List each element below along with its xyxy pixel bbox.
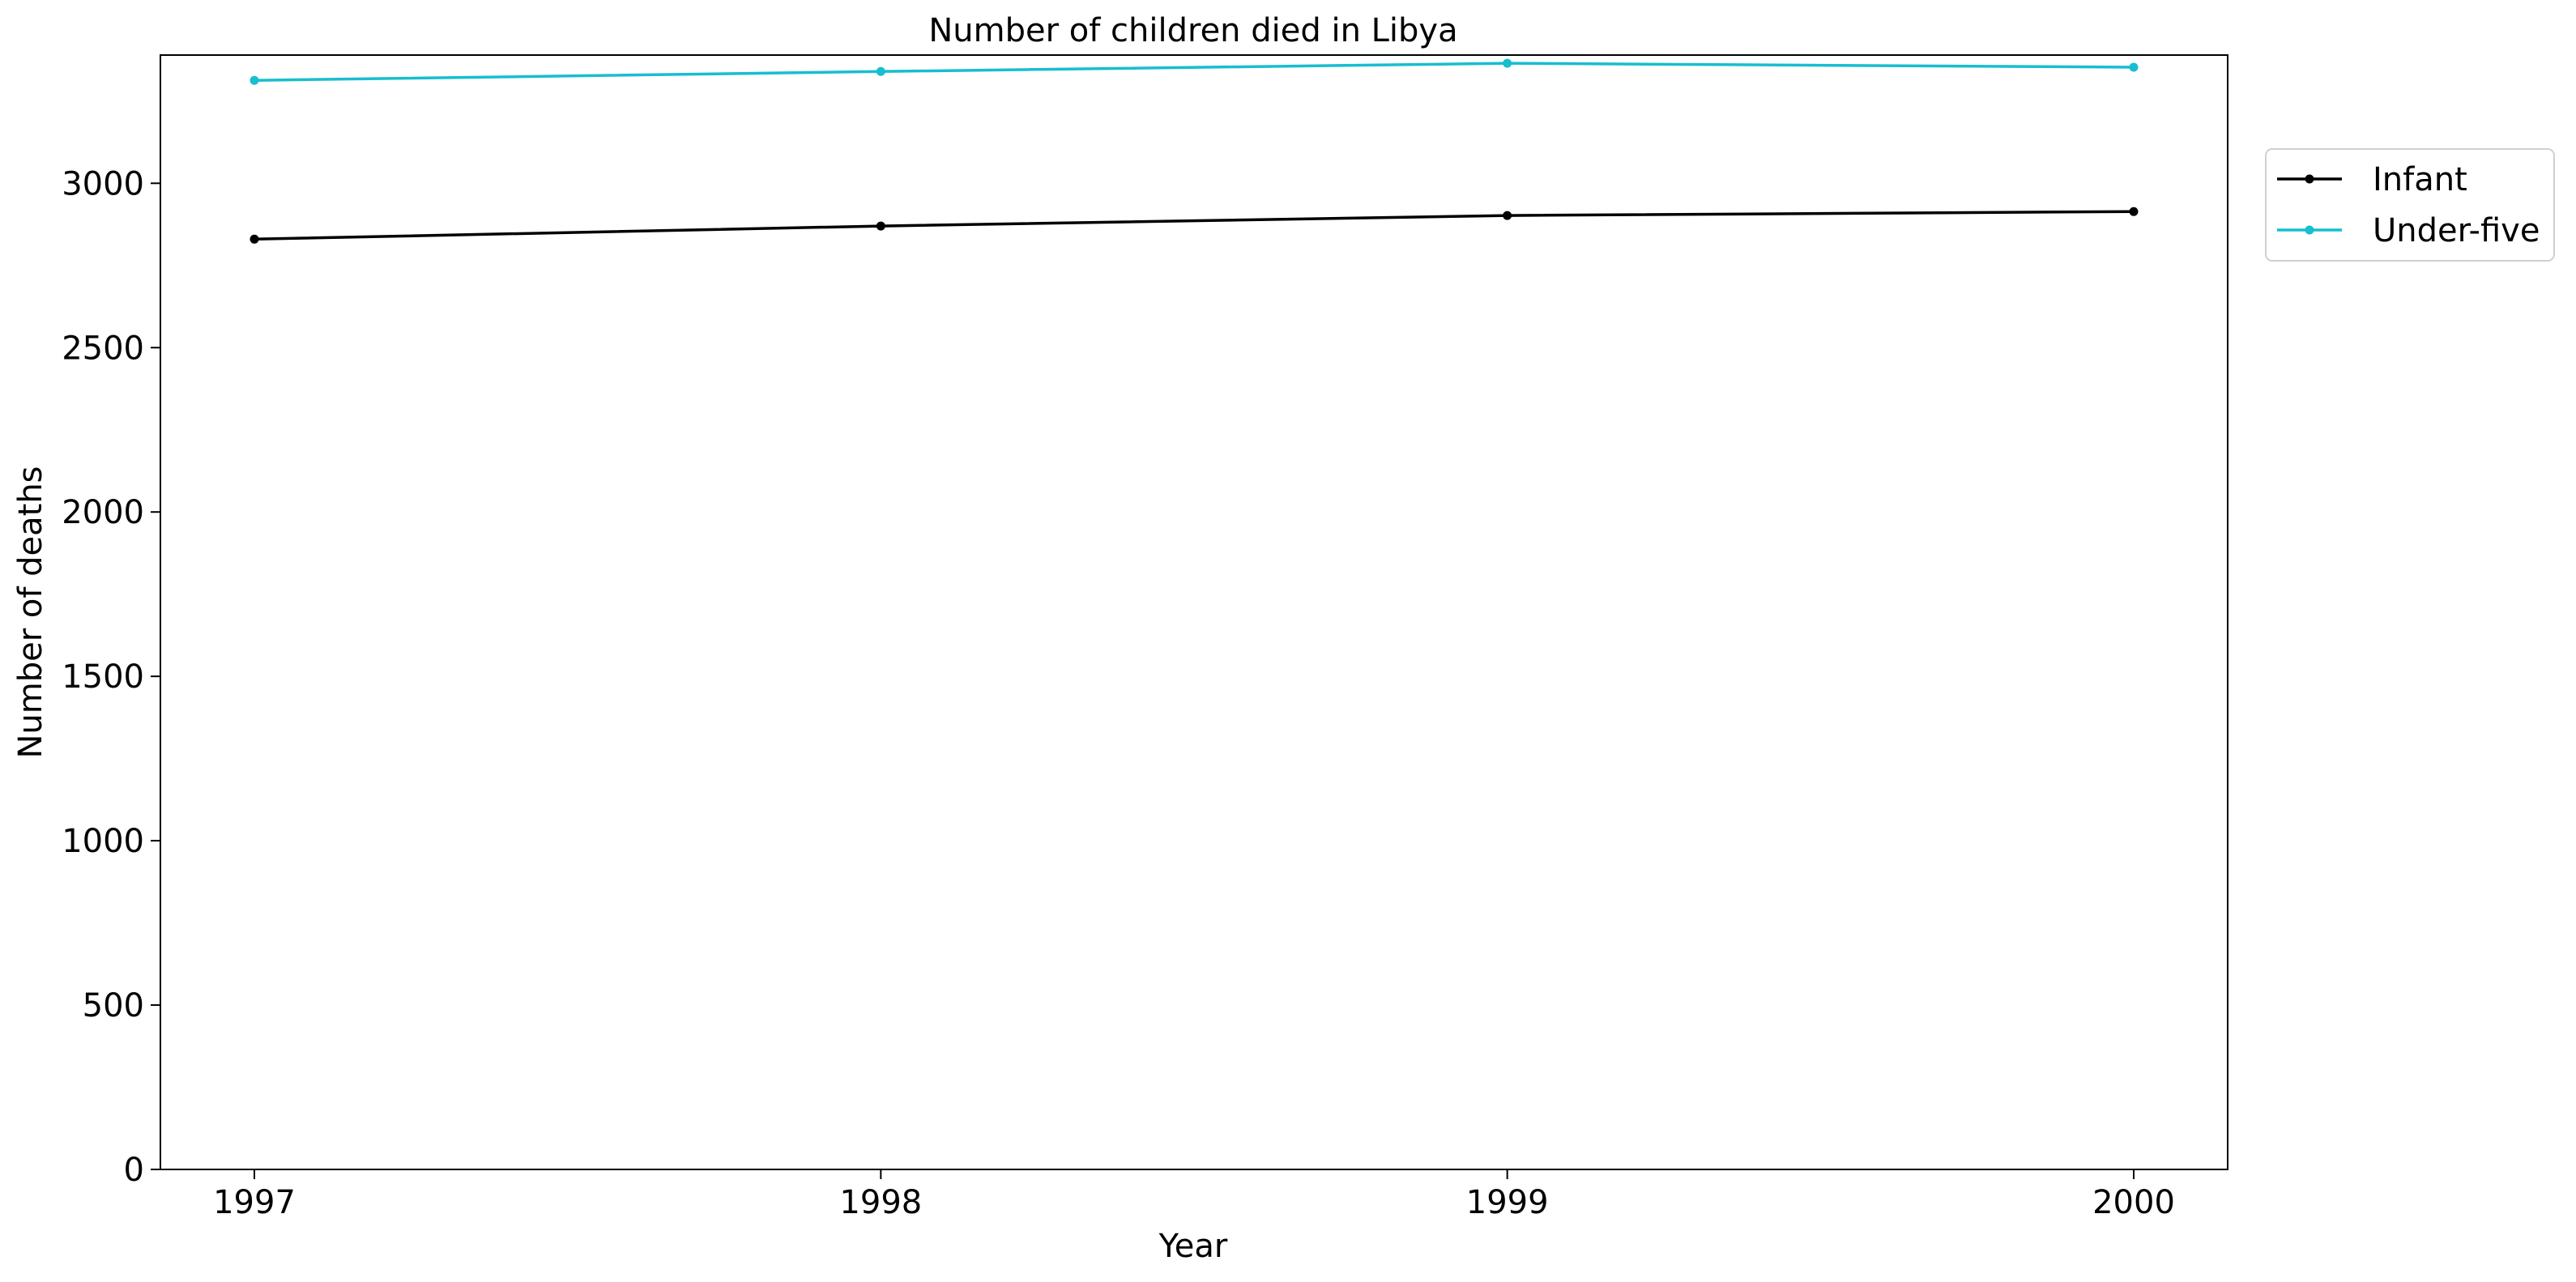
y-tick-label: 1000 [62,823,144,860]
x-tick-label: 1997 [213,1184,296,1221]
legend-item-under-five: Under-five [2277,212,2540,249]
data-point-under-five [249,75,259,85]
legend-label: Under-five [2373,212,2540,249]
plot-area [160,54,2228,1170]
data-point-infant [876,221,885,231]
series-line-infant [254,210,2135,241]
legend-label: Infant [2373,161,2467,198]
legend: Infant Under-five [2265,148,2555,262]
data-point-under-five [2129,62,2139,72]
y-tick-label: 1500 [62,658,144,696]
series-under-five [249,58,2139,85]
chart-title: Number of children died in Libya [928,12,1457,49]
data-point-under-five [876,66,885,76]
y-axis-label: Number of deaths [12,466,49,758]
y-tick-label: 0 [124,1152,144,1189]
legend-marker [2305,174,2314,184]
legend-frame [2265,148,2555,262]
x-tick-label: 2000 [2092,1184,2175,1221]
data-point-infant [249,234,259,244]
y-tick-label: 3000 [62,165,144,202]
legend-item-infant: Infant [2277,161,2467,198]
x-axis-label: Year [1158,1228,1228,1265]
y-tick-label: 2000 [62,494,144,531]
data-point-infant [1503,211,1512,220]
x-tick-label: 1998 [839,1184,922,1221]
x-tick-label: 1999 [1466,1184,1549,1221]
x-axis: 1997 1998 1999 2000 [213,1169,2175,1221]
data-point-infant [2129,207,2139,216]
legend-marker [2305,225,2314,235]
series-line-under-five [254,62,2135,83]
data-point-under-five [1503,58,1512,68]
series-infant [249,207,2139,244]
y-tick-label: 2500 [62,330,144,367]
y-axis: 0 500 1000 1500 2000 2500 3000 [62,165,160,1189]
y-tick-label: 500 [83,987,144,1024]
series-layer [249,58,2139,244]
